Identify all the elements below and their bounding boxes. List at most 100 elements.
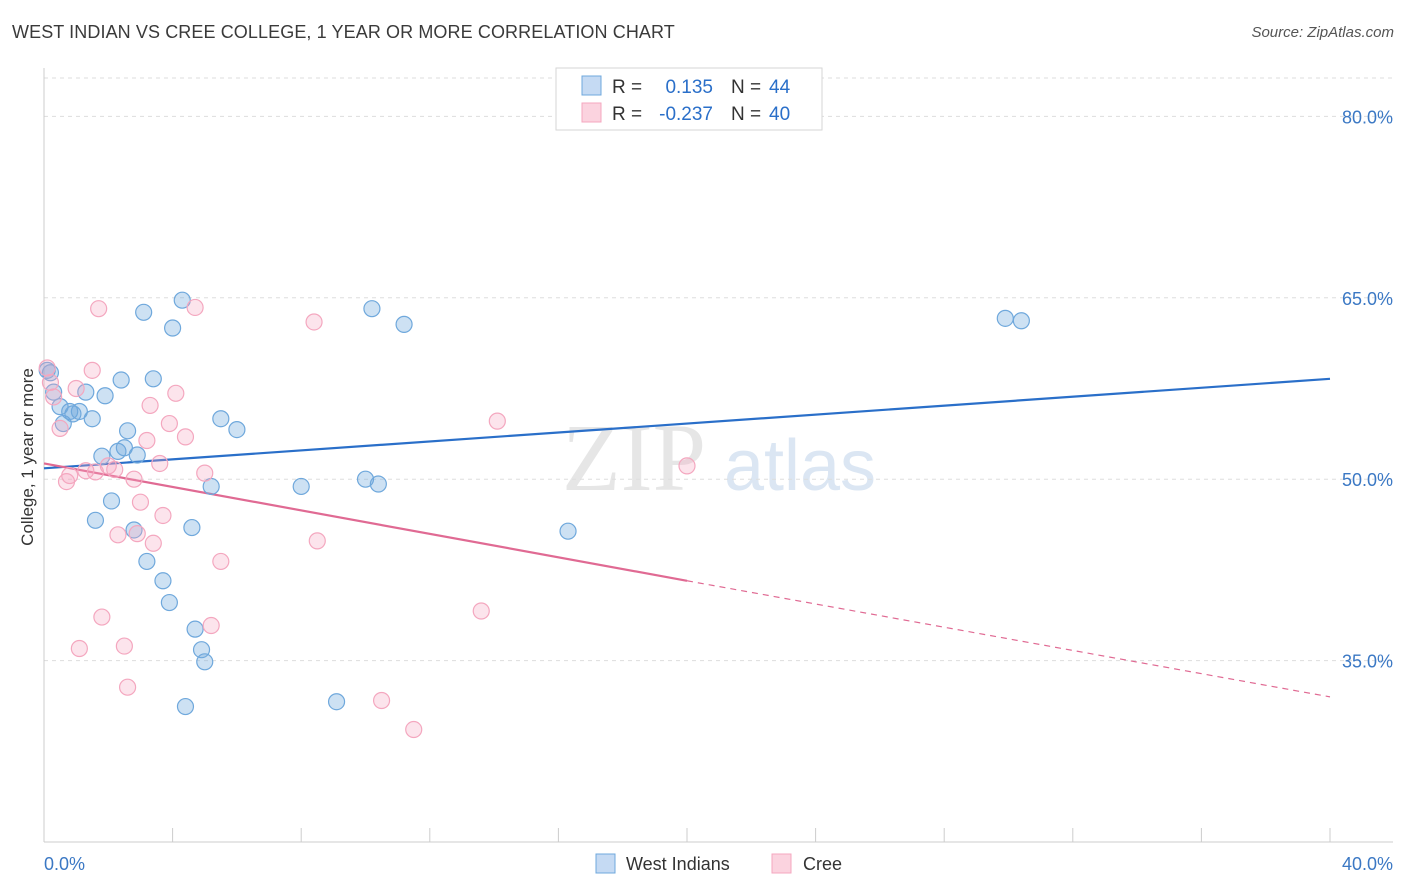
legend-n-value-1: 44: [769, 77, 791, 98]
point-cree: [128, 525, 146, 543]
point-cree: [405, 720, 423, 739]
point-west-indians: [228, 421, 246, 439]
point-west-indians: [41, 364, 60, 382]
point-cree: [154, 506, 172, 525]
point-cree: [202, 616, 220, 635]
point-west-indians: [93, 447, 111, 465]
point-cree: [131, 493, 150, 511]
y-axis-label: College, 1 year or more: [18, 368, 37, 546]
legend-n-label-1: N =: [731, 77, 761, 98]
gridlines: [44, 77, 1393, 662]
point-cree: [186, 298, 204, 317]
x-tick-label-min: 0.0%: [44, 854, 85, 874]
point-west-indians: [996, 309, 1014, 327]
y-tick-label: 65.0%: [1342, 289, 1393, 309]
point-cree: [212, 552, 230, 571]
point-cree: [51, 419, 69, 437]
point-west-indians: [186, 620, 204, 638]
point-west-indians: [327, 693, 346, 711]
point-west-indians: [128, 446, 146, 464]
point-west-indians: [164, 319, 182, 337]
point-west-indians: [154, 572, 172, 590]
point-west-indians: [77, 383, 95, 401]
point-west-indians: [112, 371, 130, 389]
axes: [43, 68, 1393, 843]
point-cree: [372, 691, 391, 710]
point-west-indians: [173, 291, 191, 309]
point-cree: [45, 388, 63, 406]
legend-r-label-1: R =: [612, 77, 642, 98]
point-west-indians: [70, 402, 88, 421]
y-tick-label: 80.0%: [1342, 107, 1393, 127]
bottom-legend-label-cree: Cree: [803, 854, 842, 874]
point-west-indians: [144, 370, 162, 388]
point-west-indians: [45, 383, 63, 401]
trend-line-west-indians: [43, 377, 1331, 470]
point-cree: [308, 532, 326, 550]
point-west-indians: [86, 511, 105, 529]
point-cree: [125, 470, 143, 488]
point-cree: [118, 678, 137, 696]
y-tick-labels: 35.0% 50.0% 65.0% 80.0%: [1342, 107, 1393, 671]
point-cree: [93, 608, 111, 626]
watermark-zip: ZIP: [562, 404, 706, 511]
point-cree: [61, 466, 79, 485]
point-cree: [488, 412, 506, 430]
point-cree: [83, 361, 101, 379]
point-west-indians: [183, 518, 201, 537]
point-cree: [70, 639, 88, 658]
point-cree: [109, 526, 127, 544]
trend-line-cree-extrapolated: [686, 580, 1331, 698]
point-west-indians: [115, 439, 133, 457]
point-west-indians: [51, 398, 69, 416]
point-west-indians: [292, 477, 310, 496]
point-west-indians: [135, 303, 153, 321]
point-west-indians: [369, 475, 387, 493]
point-cree: [196, 464, 214, 482]
trend-line-cree: [43, 462, 688, 582]
series-legend: West Indians Cree: [595, 853, 842, 874]
legend-r-value-2: -0.237: [659, 104, 713, 125]
point-cree: [106, 460, 124, 479]
point-west-indians: [138, 552, 156, 571]
point-cree: [67, 379, 85, 398]
point-west-indians: [160, 593, 178, 612]
point-west-indians: [356, 470, 375, 488]
y-tick-label: 35.0%: [1342, 652, 1393, 672]
legend-swatch-west-indians: [581, 75, 602, 96]
point-cree: [151, 454, 169, 473]
point-west-indians: [96, 387, 114, 405]
point-cree: [141, 396, 159, 415]
stats-legend: R = 0.135 N = 44 R = -0.237 N = 40: [555, 67, 823, 131]
legend-swatch-cree: [581, 102, 602, 123]
point-west-indians: [559, 522, 577, 540]
point-cree: [138, 431, 156, 450]
point-west-indians: [61, 402, 79, 421]
point-cree: [144, 534, 162, 552]
bottom-legend-swatch-cree: [771, 853, 792, 874]
point-west-indians: [83, 410, 101, 428]
watermark-atlas: atlas: [724, 426, 876, 506]
point-cree: [90, 300, 108, 318]
bottom-legend-label-west-indians: West Indians: [626, 854, 730, 874]
legend-r-value-1: 0.135: [665, 77, 713, 98]
point-west-indians: [176, 697, 195, 716]
point-cree: [167, 384, 185, 402]
point-west-indians: [118, 422, 137, 440]
chart-title: WEST INDIAN VS CREE COLLEGE, 1 YEAR OR M…: [12, 22, 675, 42]
legend-n-value-2: 40: [769, 104, 790, 125]
point-cree: [678, 457, 696, 475]
point-cree: [41, 373, 60, 392]
point-west-indians: [212, 410, 230, 428]
point-west-indians: [395, 315, 413, 333]
point-west-indians: [363, 300, 381, 318]
y-tick-label: 50.0%: [1342, 470, 1393, 490]
point-cree: [176, 428, 195, 446]
point-west-indians: [102, 492, 121, 510]
point-cree: [472, 602, 490, 620]
point-cree: [115, 637, 133, 655]
data-points: [38, 291, 1030, 739]
source-credit: Source: ZipAtlas.com: [1251, 24, 1394, 41]
x-tick-label-max: 40.0%: [1342, 854, 1393, 874]
